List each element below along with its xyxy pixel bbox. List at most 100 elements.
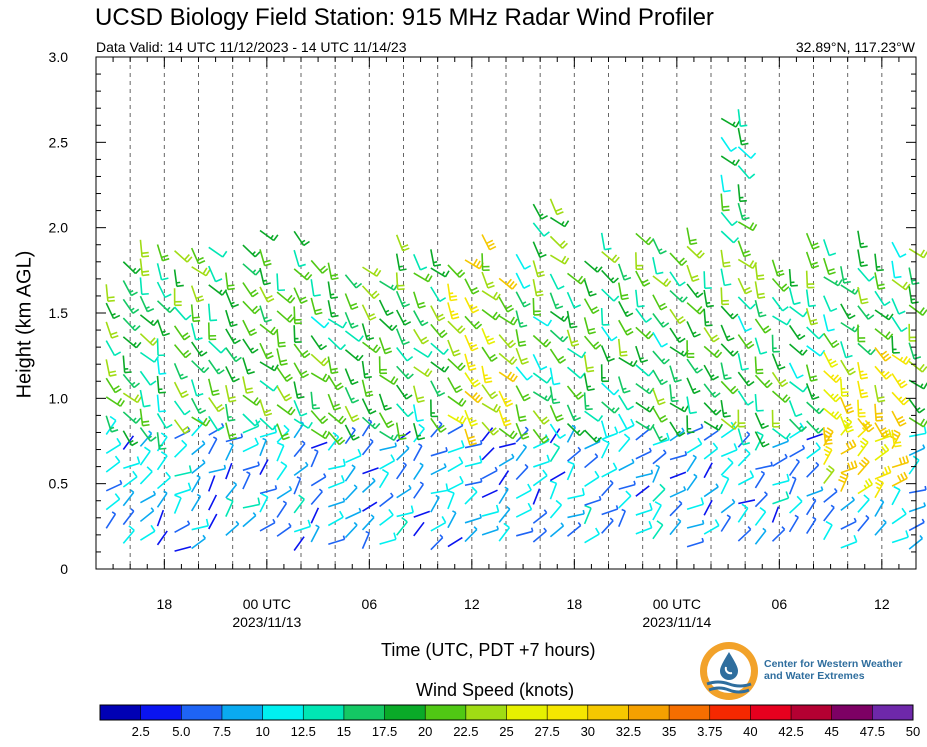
wind-barb xyxy=(430,536,444,551)
wind-barb xyxy=(720,516,732,532)
wind-barb xyxy=(498,427,514,440)
wind-barb xyxy=(532,316,549,327)
wind-barb-feather xyxy=(847,462,852,470)
wind-barb-feather xyxy=(523,284,531,289)
wind-barb xyxy=(601,508,619,516)
wind-barb-feather xyxy=(438,329,446,336)
wind-barb xyxy=(105,377,116,394)
wind-barb-feather xyxy=(286,294,293,302)
wind-barb-feather xyxy=(641,279,649,284)
wind-barb-feather xyxy=(141,251,149,255)
wind-barb-feather xyxy=(812,396,820,401)
wind-barb xyxy=(909,432,927,438)
wind-barb-feather xyxy=(843,278,848,281)
wind-barb-feather xyxy=(223,464,227,469)
wind-barb-feather xyxy=(598,495,602,500)
wind-barb-feather xyxy=(318,343,323,348)
wind-barb-feather xyxy=(353,521,358,526)
wind-barb-feather xyxy=(470,343,478,349)
wind-barb xyxy=(378,393,386,411)
wind-barb-feather xyxy=(199,409,207,415)
wind-barb xyxy=(617,376,625,394)
wind-barb xyxy=(669,308,681,324)
wind-barb xyxy=(225,347,237,362)
wind-barb xyxy=(156,394,160,412)
wind-barb xyxy=(908,342,915,360)
wind-barb-feather xyxy=(839,475,847,480)
wind-barb-feather xyxy=(622,387,627,391)
wind-barb-feather xyxy=(470,305,478,311)
wind-barb xyxy=(788,400,797,417)
wind-barb-feather xyxy=(747,526,752,530)
wind-barb-feather xyxy=(282,500,287,504)
wind-barb xyxy=(396,447,410,461)
wind-barb-feather xyxy=(197,407,202,411)
wind-barb-feather xyxy=(183,335,191,341)
wind-barb-feather xyxy=(374,422,381,430)
wind-barb xyxy=(686,358,698,374)
wind-barb-feather xyxy=(232,337,237,342)
wind-barb xyxy=(139,389,145,407)
wind-barb-feather xyxy=(196,474,201,479)
wind-barb xyxy=(567,272,582,285)
wind-barb-feather xyxy=(846,313,852,317)
wind-barb-feather xyxy=(554,303,559,307)
colorbar-tick-label: 22.5 xyxy=(453,724,478,739)
wind-barb xyxy=(498,277,513,290)
wind-barb xyxy=(788,461,800,477)
wind-barb-feather xyxy=(508,356,515,363)
wind-barb-feather xyxy=(331,314,339,318)
wind-barb-feather xyxy=(587,327,596,332)
x-tick-label: 00 UTC xyxy=(653,596,701,612)
wind-barb xyxy=(276,502,288,518)
wind-barb xyxy=(242,263,257,276)
wind-barb-feather xyxy=(334,406,342,411)
wind-barb-feather xyxy=(577,394,585,400)
wind-barb-feather xyxy=(680,350,685,355)
wind-barb xyxy=(122,373,135,389)
wind-barb xyxy=(515,253,526,270)
wind-barb xyxy=(105,284,109,302)
wind-barb xyxy=(396,521,408,536)
wind-barb-feather xyxy=(301,440,306,445)
wind-barb-feather xyxy=(540,435,548,441)
wind-barb-feather xyxy=(715,483,719,488)
wind-barb-feather xyxy=(701,537,705,542)
wind-barb xyxy=(891,536,909,544)
wind-barb-feather xyxy=(417,437,426,441)
wind-barb-feather xyxy=(868,275,875,282)
wind-barb-feather xyxy=(288,485,293,491)
wind-barb xyxy=(532,372,548,384)
wind-barb xyxy=(566,291,575,309)
wind-barb-feather xyxy=(235,356,242,363)
colorbar-tick-label: 30 xyxy=(581,724,595,739)
wind-barb-feather xyxy=(743,253,752,258)
wind-barb xyxy=(686,283,699,298)
wind-barb-feather xyxy=(662,449,667,454)
wind-barb xyxy=(635,527,652,535)
wind-barb xyxy=(805,499,817,516)
wind-barb xyxy=(139,510,155,523)
wind-barb-feather xyxy=(612,462,618,470)
wind-barb-feather xyxy=(491,393,499,400)
wind-barb-feather xyxy=(706,301,711,305)
wind-barb-feather xyxy=(823,448,831,454)
wind-barb xyxy=(498,315,515,326)
wind-barb xyxy=(703,271,706,289)
wind-barb-feather xyxy=(843,280,851,284)
wind-barb xyxy=(276,329,280,347)
wind-barb xyxy=(840,341,847,358)
wind-barb-feather xyxy=(506,506,511,510)
wind-barb-feather xyxy=(577,275,584,283)
wind-barb-feather xyxy=(367,408,373,412)
wind-barb xyxy=(601,401,616,414)
wind-barb-feather xyxy=(163,490,168,494)
wind-barb-feather xyxy=(712,375,719,381)
wind-barb-feather xyxy=(845,425,853,430)
wind-barb xyxy=(105,396,121,407)
wind-barb-feather xyxy=(812,245,820,250)
wind-barb-feather xyxy=(230,301,235,305)
wind-barb-feather xyxy=(365,530,370,534)
wind-barb-feather xyxy=(390,376,396,383)
wind-barb xyxy=(327,431,340,446)
